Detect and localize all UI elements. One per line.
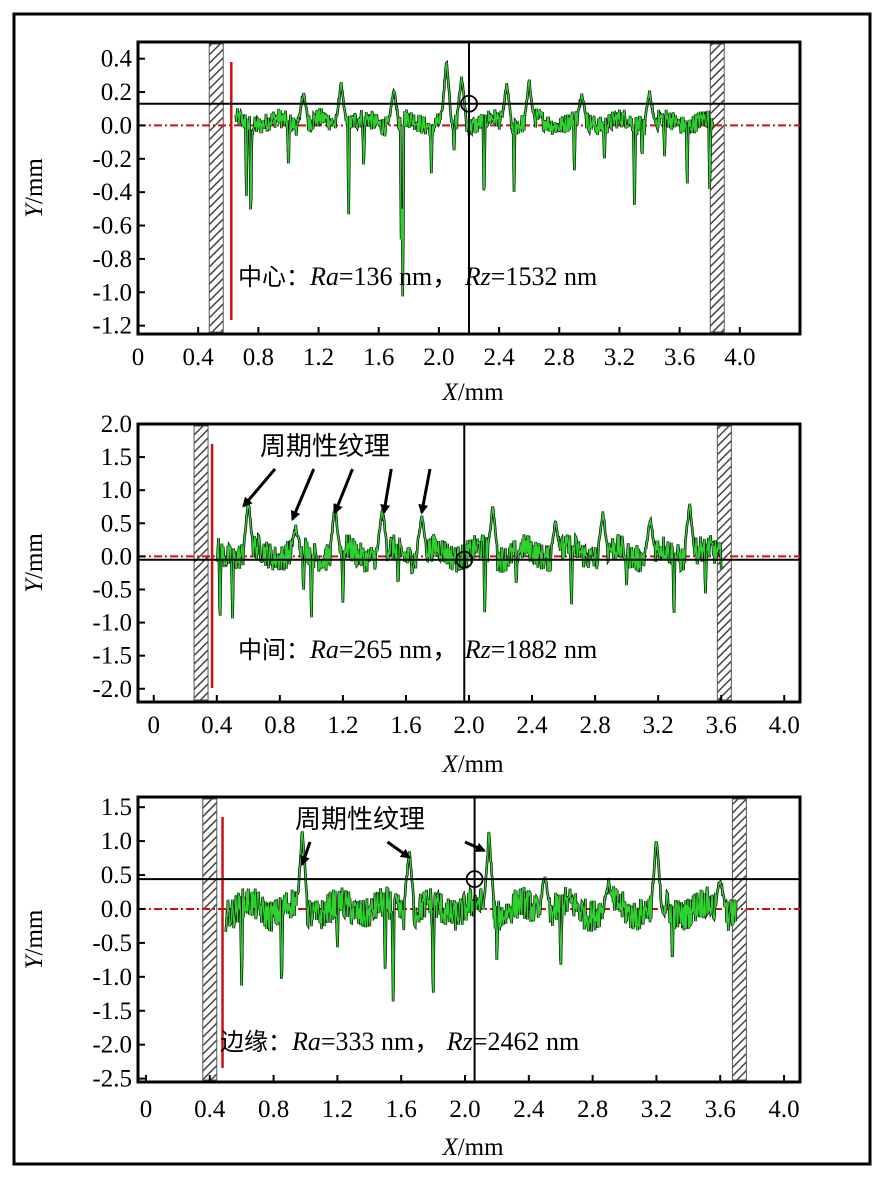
y-tick-label: -0.5 [92, 930, 132, 957]
cursor-marker [465, 870, 484, 889]
x-tick-label: 3.6 [706, 712, 737, 739]
y-tick-label: -1.0 [92, 964, 132, 991]
hatch-left [208, 43, 224, 333]
y-tick-label: 2.0 [101, 411, 132, 438]
chart-panel-3: 1.5 1.0 0.5 0.0 -0.5 -1.0 -1.5 -2.0 -2.5 0 0.4 0.8 1… [21, 794, 802, 1161]
x-tick-label: 2.4 [516, 712, 548, 739]
y-tick-label: 0.2 [101, 79, 132, 106]
x-tick-label: 2.0 [449, 1096, 480, 1123]
x-tick-label: 4.0 [724, 344, 755, 371]
x-tick-label: 1.6 [386, 1096, 417, 1123]
chart-panel-2: 2.0 1.5 1.0 0.5 0.0 -0.5 -1.0 -1.5 -2.0 0 0.4 0.8 1.… [21, 411, 802, 778]
x-axis-label: X/mm [441, 751, 504, 778]
periodic-texture-arrow [380, 468, 393, 515]
periodic-texture-arrow [418, 468, 432, 515]
periodic-texture-arrow [464, 840, 486, 853]
x-tick-label: 2.0 [423, 344, 454, 371]
y-tick-label: 1.0 [101, 477, 132, 504]
periodic-texture-arrow [300, 841, 312, 867]
x-tick-label: 0.4 [201, 712, 233, 739]
x-axis-label: X/mm [441, 1134, 504, 1161]
x-tick-label: 0.4 [194, 1096, 226, 1123]
roughness-annotation: 中间：Ra=265 nm， Rz=1882 nm [238, 635, 597, 664]
y-tick-label: 1.0 [101, 828, 132, 855]
y-axis-label: Y/mm [21, 533, 48, 593]
y-tick-label: 0.5 [101, 510, 132, 537]
periodic-texture-label: 周期性纹理 [295, 805, 425, 834]
plot-frame [136, 422, 802, 704]
y-tick-label: 0.5 [101, 862, 132, 889]
y-tick-label: 0.4 [101, 46, 133, 73]
x-tick-label: 3.6 [705, 1096, 736, 1123]
periodic-texture-arrow [290, 468, 316, 522]
y-tick-label: -0.2 [92, 146, 132, 173]
y-tick-label: -2.0 [92, 1032, 132, 1059]
periodic-texture-arrow [242, 468, 277, 508]
y-tick-label: -2.5 [92, 1066, 132, 1093]
hatch-right [716, 425, 732, 701]
chart-panel-1: 0.4 0.2 0.0 -0.2 -0.4 -0.6 -0.8 -1.0 -1.20 0.4 0.8… [21, 40, 802, 406]
x-tick-label: 4.0 [768, 1096, 799, 1123]
profile-series-1 [216, 498, 722, 619]
y-tick-label: 1.5 [101, 794, 132, 821]
x-tick-label: 2.8 [577, 1096, 608, 1123]
x-tick-label: 3.6 [664, 344, 695, 371]
hatch-right [731, 798, 747, 1081]
hatch-right [709, 43, 725, 333]
x-tick-label: 2.8 [544, 344, 575, 371]
x-tick-label: 0.4 [183, 344, 215, 371]
y-tick-label: 0.0 [101, 896, 132, 923]
x-tick-label: 0.8 [258, 1096, 289, 1123]
y-tick-label: -1.0 [92, 279, 132, 306]
x-tick-label: 1.2 [327, 712, 358, 739]
x-tick-label: 1.2 [303, 344, 334, 371]
y-tick-label: 1.5 [101, 444, 132, 471]
y-axis-label: Y/mm [21, 158, 48, 218]
x-axis-label: X/mm [441, 379, 504, 406]
figure-border [12, 12, 872, 1166]
y-tick-label: 0.0 [101, 543, 132, 570]
cursor-marker [460, 94, 478, 113]
hatch-left [193, 425, 209, 701]
x-tick-label: 0.8 [243, 344, 274, 371]
hatch-left [202, 798, 218, 1081]
x-tick-label: 3.2 [641, 1096, 672, 1123]
profile-series-1 [235, 61, 714, 297]
y-tick-label: -0.5 [92, 576, 132, 603]
x-tick-label: 3.2 [643, 712, 674, 739]
x-tick-label: 2.0 [453, 712, 484, 739]
cursor-marker [455, 550, 474, 569]
periodic-texture-label: 周期性纹理 [260, 432, 390, 461]
x-tick-label: 4.0 [769, 712, 800, 739]
x-tick-label: 2.4 [513, 1096, 545, 1123]
x-tick-label: 2.4 [483, 344, 515, 371]
y-axis-label: Y/mm [21, 909, 48, 969]
x-tick-label: 1.6 [363, 344, 394, 371]
y-tick-label: -0.6 [92, 213, 132, 240]
y-tick-label: -1.2 [92, 313, 132, 340]
x-tick-label: 0.8 [264, 712, 295, 739]
x-tick-label: 0 [132, 344, 145, 371]
x-tick-label: 0 [148, 712, 161, 739]
roughness-annotation: 边缘：Ra=333 nm， Rz=2462 nm [220, 1027, 579, 1056]
x-tick-label: 2.8 [579, 712, 610, 739]
periodic-texture-arrow [386, 840, 411, 859]
y-tick-label: -1.5 [92, 643, 132, 670]
y-tick-label: -0.4 [92, 179, 132, 206]
periodic-texture-arrow [333, 468, 354, 515]
x-tick-label: 1.2 [322, 1096, 353, 1123]
x-tick-label: 3.2 [604, 344, 635, 371]
y-tick-label: 0.0 [101, 112, 132, 139]
profile-series-1 [225, 831, 737, 1002]
y-tick-label: -0.8 [92, 246, 132, 273]
y-tick-label: -2.0 [92, 676, 132, 703]
x-tick-label: 1.6 [390, 712, 421, 739]
roughness-annotation: 中心：Ra=136 nm， Rz=1532 nm [238, 262, 597, 291]
y-tick-label: -1.0 [92, 610, 132, 637]
y-tick-label: -1.5 [92, 998, 132, 1025]
x-tick-label: 0 [140, 1096, 153, 1123]
